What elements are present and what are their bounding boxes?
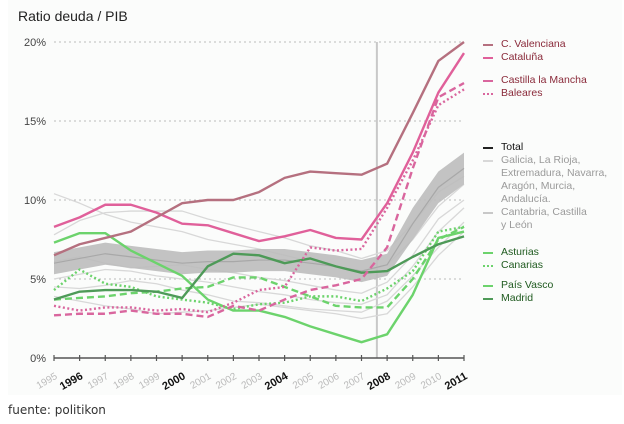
series-line-madrid [53,235,465,301]
x-tick-label: 2003 [240,371,265,392]
legend-label: Asturias [501,246,539,258]
series-line-gray5 [53,221,465,313]
legend-swatch [483,147,493,149]
legend-swatch [483,265,493,267]
y-tick-label: 20% [24,37,46,49]
series-line-total [53,167,465,272]
legend-label: Baleares [501,87,543,99]
x-tick-label: 1997 [86,371,111,392]
legend-swatch [483,212,493,214]
series-line-valenciana [53,41,465,257]
y-tick-label: 15% [24,116,46,128]
x-tick-label: 2001 [188,371,213,392]
legend-label: País Vasco [501,279,554,291]
source-note: fuente: politikon [8,403,106,417]
legend-label: Total [501,141,524,153]
series-line-baleares [53,88,465,314]
x-tick-label: 2009 [393,371,418,392]
legend-swatch [483,160,493,162]
series-line-gray3 [53,207,465,305]
x-tick-label: 2006 [317,371,342,392]
x-tick-label: 2000 [160,370,187,393]
x-tick-label: 2004 [263,370,291,393]
chart-title: Ratio deuda / PIB [18,8,128,24]
legend-label: Cataluña [501,51,544,63]
series-line-castilla [53,82,465,319]
series-line-paisvasco [53,230,465,344]
y-tick-label: 10% [24,195,46,207]
y-tick-label: 5% [30,274,46,286]
legend-label: Canarias [501,259,544,271]
legend-swatch [483,93,493,95]
x-tick-label: 2010 [419,371,444,392]
x-tick-label: 2007 [342,371,367,392]
legend-label: Galicia, La Rioja, Extremadura, Navarra,… [501,154,608,205]
series-line-cataluna [53,52,466,243]
x-tick-label: 2005 [291,371,316,392]
legend-swatch [483,298,493,300]
x-tick-label: 1996 [58,370,85,393]
x-tick-label: 1998 [112,371,137,392]
legend-swatch [483,285,493,287]
series-line-asturias [53,225,465,309]
legend-swatch [483,44,493,46]
x-tick-label: 1999 [137,371,162,392]
series-band-total [54,152,464,283]
x-tick-label: 2002 [214,371,239,392]
legend-swatch [483,252,493,254]
legend-label: Madrid [501,292,534,304]
legend-label: C. Valenciana [501,38,566,50]
legend-swatch [483,57,493,59]
x-tick-label: 2008 [365,370,392,393]
y-tick-label: 0% [30,353,46,365]
legend-label: Castilla la Mancha [501,74,587,86]
x-tick-label: 2011 [443,370,470,392]
x-tick-label: 1995 [35,371,60,392]
chart-panel [8,0,622,395]
legend-swatch [483,80,493,82]
legend-label: Cantabria, Castilla y León [501,206,587,231]
